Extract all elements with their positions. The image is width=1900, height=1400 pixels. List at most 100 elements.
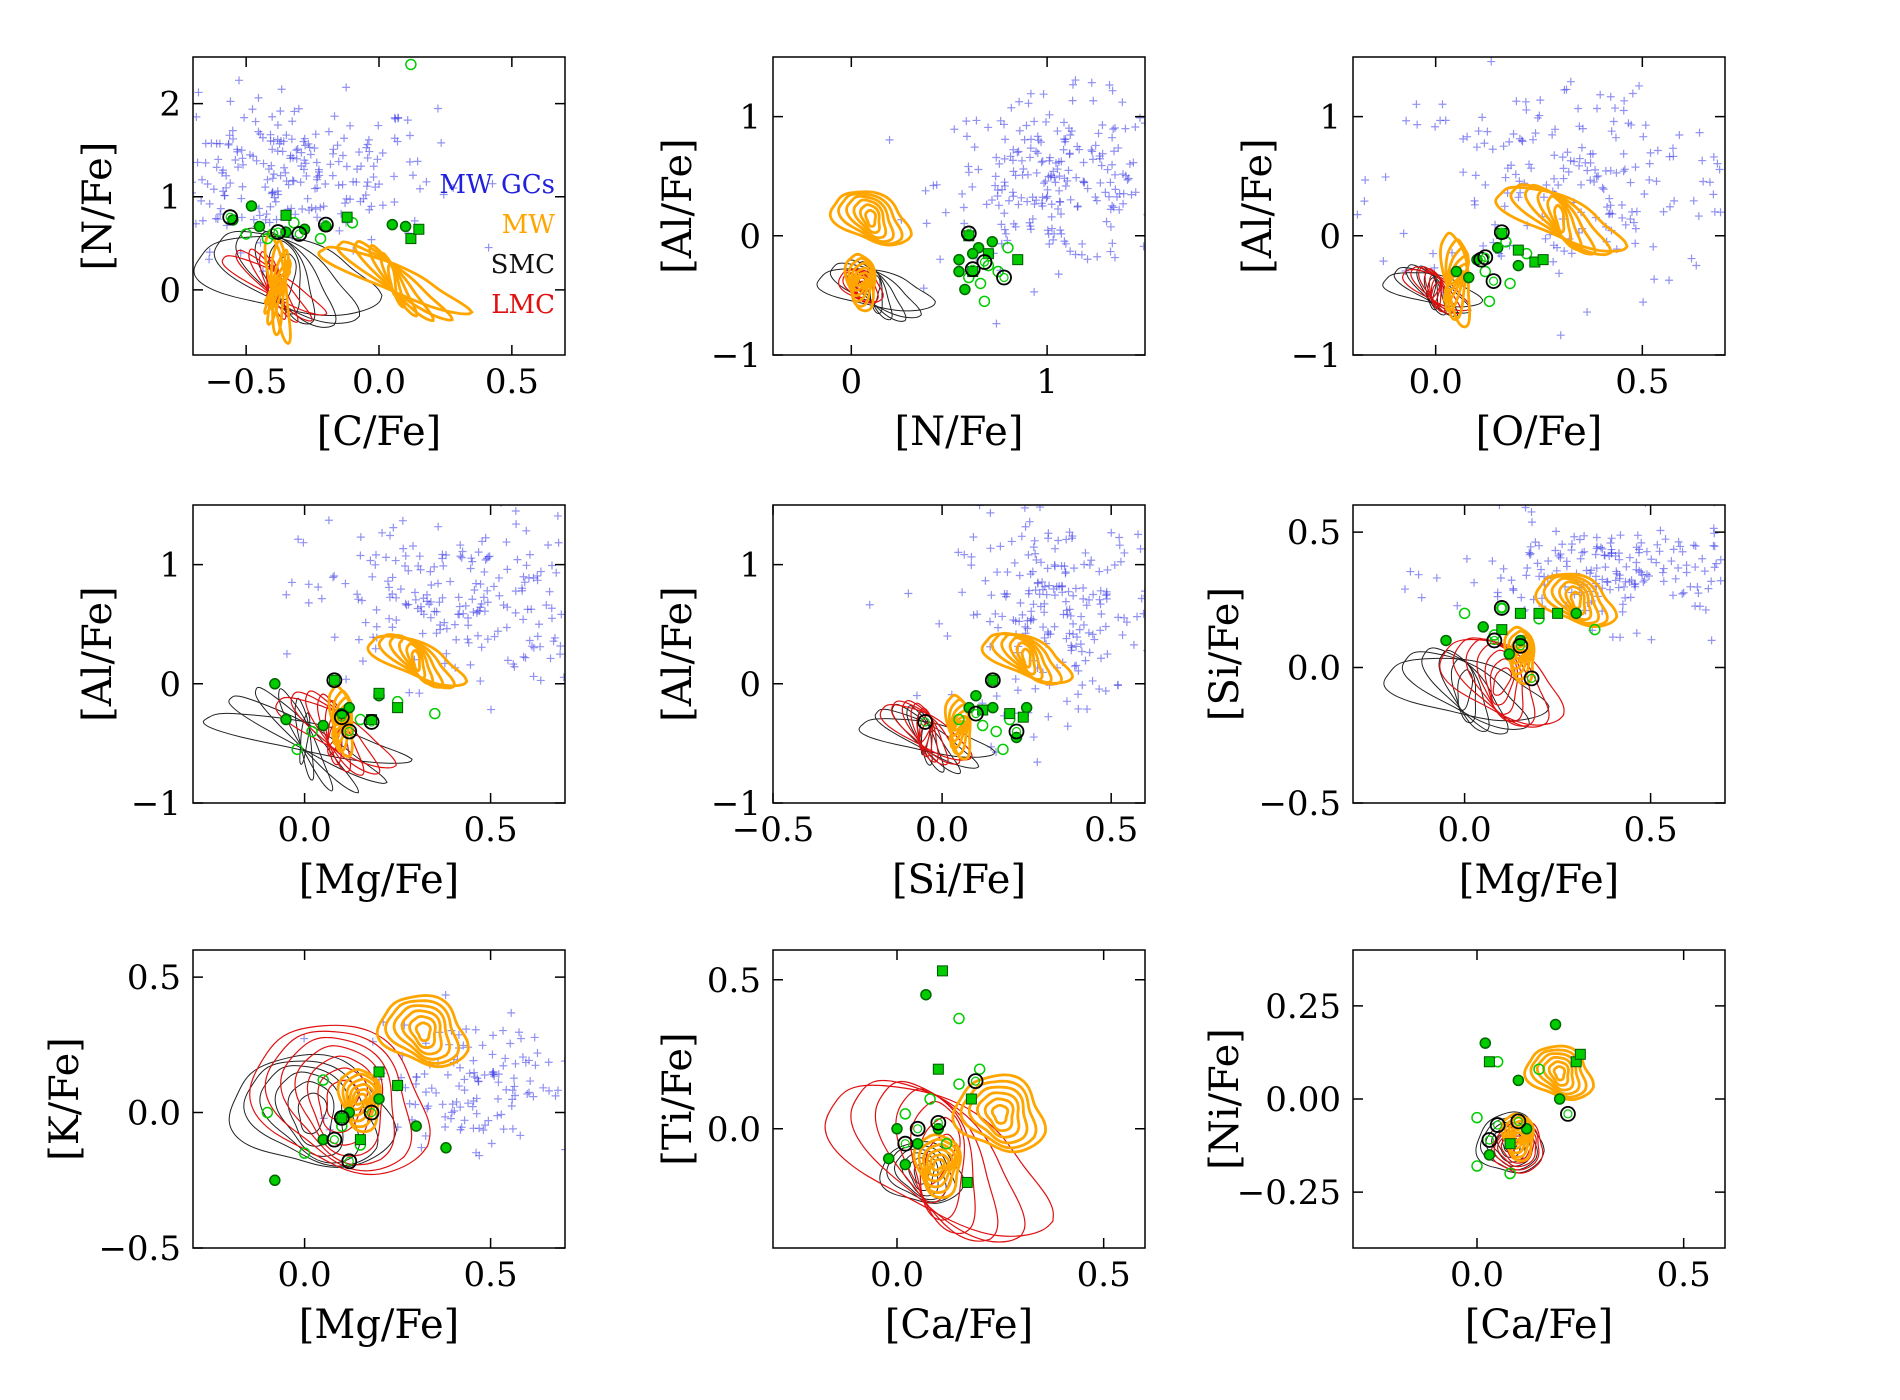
mw-gc-point xyxy=(268,188,277,197)
mw-gc-point xyxy=(1119,199,1128,208)
sample-square-point xyxy=(373,1066,385,1078)
mw-contour-0-3 xyxy=(368,243,419,318)
mw-gc-point xyxy=(1640,576,1649,585)
mw-gc-point xyxy=(357,162,366,171)
mw-gc-point xyxy=(529,1092,538,1101)
mw-gc-point xyxy=(499,1125,508,1134)
y-tick-label: 0.25 xyxy=(1265,987,1341,1027)
mw-gc-point xyxy=(1406,567,1415,576)
highlight-ring xyxy=(341,723,358,740)
mw-gc-point xyxy=(273,135,282,144)
sample-star-point xyxy=(288,217,300,229)
y-tick-label: 2 xyxy=(159,85,181,125)
x-tick-label: 0.0 xyxy=(278,1255,332,1295)
mw-gc-point xyxy=(303,194,312,203)
mw-gc-point xyxy=(341,579,350,588)
mw-gc-point xyxy=(439,561,448,570)
mw-gc-point xyxy=(1007,537,1016,546)
mw-gc-point xyxy=(1077,612,1086,621)
y-axis-label: [Ni/Fe] xyxy=(1202,1028,1248,1170)
mw-gc-point xyxy=(1047,212,1056,221)
mw-gc-point xyxy=(388,590,397,599)
mw-gc-point xyxy=(1552,527,1561,536)
mw-gc-point xyxy=(1632,558,1641,567)
mw-gc-point xyxy=(415,552,424,561)
mw-gc-point xyxy=(1047,200,1056,209)
mw-gc-point xyxy=(1652,558,1661,567)
mw-gc-point xyxy=(982,200,991,209)
mw-gc-point xyxy=(228,126,237,135)
y-axis-label: [Al/Fe] xyxy=(1235,138,1281,274)
sample-square-point xyxy=(1004,708,1016,720)
mw-contour-1-4 xyxy=(350,1087,372,1111)
mw-gc-point xyxy=(434,579,443,588)
mw-gc-point xyxy=(481,1121,490,1130)
legend-entry: LMC xyxy=(491,290,555,320)
mw-gc-point xyxy=(921,186,930,195)
x-tick-label: 0.0 xyxy=(352,362,406,402)
mw-gc-point xyxy=(984,123,993,132)
mw-gc-point xyxy=(263,175,272,184)
mw-gc-point xyxy=(1045,581,1054,590)
mw-gc-point xyxy=(1527,507,1536,516)
sample-star-point xyxy=(1450,265,1463,278)
mw-gc-point xyxy=(1535,541,1544,550)
mw-contour-0-5 xyxy=(410,648,421,673)
mw-gc-point xyxy=(1620,165,1629,174)
mw-gc-point xyxy=(992,153,1001,162)
mw-gc-point xyxy=(1638,570,1647,579)
lmc-contour-0 xyxy=(1439,638,1565,726)
mw-gc-point xyxy=(1659,564,1668,573)
mw-gc-point xyxy=(490,632,499,641)
mw-gc-point xyxy=(1095,152,1104,161)
mw-gc-point xyxy=(305,143,314,152)
mw-gc-point xyxy=(1598,575,1607,584)
mw-gc-point xyxy=(388,573,397,582)
mw-gc-point xyxy=(342,194,351,203)
mw-contour-0-2 xyxy=(967,1085,1029,1145)
mw-gc-point xyxy=(442,649,451,658)
mw-gc-point xyxy=(615,555,623,563)
mw-gc-point xyxy=(922,219,931,228)
mw-contour-0-0 xyxy=(317,245,474,316)
mw-gc-point xyxy=(408,171,417,180)
mw-gc-point xyxy=(1616,633,1625,642)
mw-gc-point xyxy=(1113,192,1122,201)
mw-gc-point xyxy=(1842,577,1850,585)
mw-gc-point xyxy=(1087,78,1096,87)
highlight-ring xyxy=(1510,1113,1527,1130)
mw-gc-point xyxy=(865,600,874,609)
mw-gc-point xyxy=(1739,551,1747,559)
mw-contour-1-5 xyxy=(931,1158,946,1172)
mw-gc-point xyxy=(1575,154,1584,163)
mw-gc-point xyxy=(1097,161,1106,170)
mw-gc-point xyxy=(316,203,325,212)
mw-gc-point xyxy=(401,551,410,560)
mw-gc-point xyxy=(1611,576,1620,585)
mw-gc-point xyxy=(1114,613,1123,622)
mw-gc-point xyxy=(1070,662,1079,671)
y-tick-label: 0.00 xyxy=(1265,1080,1341,1120)
mw-gc-point xyxy=(330,571,339,580)
mw-gc-point xyxy=(1665,276,1674,285)
mw-gc-point xyxy=(1605,194,1614,203)
mw-gc-point xyxy=(1075,625,1084,634)
mw-gc-point xyxy=(1024,550,1033,559)
mw-gc-point xyxy=(426,613,435,622)
mw-gc-point xyxy=(330,112,339,121)
mw-gc-point xyxy=(1353,210,1362,219)
mw-gc-point xyxy=(527,642,536,651)
sample-star-point xyxy=(899,1108,912,1120)
mw-gc-point xyxy=(1147,113,1155,121)
mw-gc-point xyxy=(1558,540,1567,549)
sample-star-point xyxy=(1462,271,1475,284)
mw-gc-point xyxy=(1008,156,1017,165)
mw-gc-point xyxy=(367,235,376,244)
mw-gc-point xyxy=(1055,186,1064,195)
mw-gc-point xyxy=(1516,188,1525,197)
mw-gc-point xyxy=(371,644,380,653)
mw-gc-point xyxy=(1639,132,1648,141)
mw-contour-0-0 xyxy=(951,1073,1047,1154)
mw-gc-point xyxy=(1095,567,1104,576)
mw-gc-point xyxy=(473,1074,482,1083)
